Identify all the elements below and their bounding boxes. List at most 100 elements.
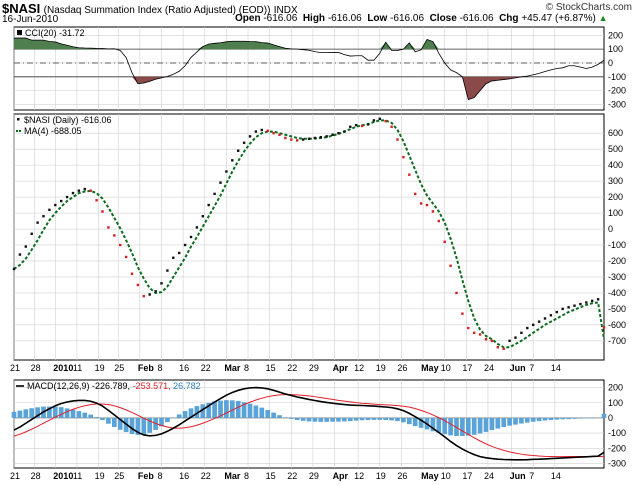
price-point xyxy=(18,253,22,256)
open-label: Open xyxy=(235,13,261,24)
price-point xyxy=(260,128,263,132)
macd-legend-prefix: MACD(12,26,9) xyxy=(27,381,92,391)
price-tick-label: -700 xyxy=(608,336,626,346)
macd-x-tick-label: 8 xyxy=(244,471,249,481)
macd-signal-line xyxy=(13,394,605,458)
macd-histogram-bar xyxy=(465,417,471,436)
price-point xyxy=(101,210,104,213)
price-point xyxy=(467,326,470,330)
price-x-tick-label: 29 xyxy=(309,363,319,373)
price-point xyxy=(496,346,499,349)
price-point xyxy=(408,173,411,176)
price-point xyxy=(591,299,594,303)
price-point xyxy=(343,130,346,133)
macd-histogram-bar xyxy=(566,417,571,420)
macd-tick-label: 100 xyxy=(608,398,623,408)
price-point xyxy=(596,298,600,301)
price-point xyxy=(12,267,16,271)
price-point xyxy=(473,331,476,335)
price-point xyxy=(195,226,199,229)
price-point xyxy=(278,133,281,136)
price-point xyxy=(520,331,523,335)
macd-histogram-bar xyxy=(224,400,229,418)
macd-histogram-bar xyxy=(448,417,453,436)
price-point xyxy=(555,310,558,314)
price-point xyxy=(437,219,440,223)
macd-histogram-bar xyxy=(330,417,335,422)
macd-histogram-bar xyxy=(460,417,465,436)
macd-histogram-bar xyxy=(88,414,94,418)
price-x-tick-label: 11 xyxy=(73,363,82,373)
macd-histogram-bar xyxy=(241,402,247,418)
price-x-tick-label: 28 xyxy=(31,363,41,373)
price-tick-label: 300 xyxy=(608,176,623,186)
price-point xyxy=(366,123,370,126)
cci-tick-label: -300 xyxy=(608,99,626,109)
macd-histogram-bar xyxy=(206,402,212,418)
macd-histogram-bar xyxy=(389,417,394,421)
price-point xyxy=(602,326,606,329)
price-x-tick-label: Jun xyxy=(510,363,526,373)
signal-legend-value: -253.571, xyxy=(133,381,174,391)
symbol-description: (Nasdaq Summation Index (Ratio Adjusted)… xyxy=(43,5,271,16)
macd-histogram-bar xyxy=(82,412,88,418)
price-point xyxy=(48,208,51,212)
price-x-tick-label: 16 xyxy=(179,363,189,373)
macd-histogram-bar xyxy=(235,400,241,418)
price-point xyxy=(301,138,305,141)
price-point xyxy=(378,117,381,120)
up-arrow-icon: ▲ xyxy=(598,13,608,23)
macd-x-tick-label: 19 xyxy=(95,471,105,481)
price-point xyxy=(107,226,110,229)
macd-x-tick-label: 7 xyxy=(529,471,534,481)
macd-legend: MACD(12,26,9) -226.789, -253.571, 26.782 xyxy=(16,381,201,391)
price-point xyxy=(89,189,92,192)
macd-histogram-bar xyxy=(342,417,347,422)
macd-histogram-bar xyxy=(58,407,64,418)
macd-tick-label: 200 xyxy=(608,383,623,393)
chart-title: $NASI (Nasdaq Summation Index (Ratio Adj… xyxy=(2,1,298,16)
price-point xyxy=(349,125,352,128)
macd-histogram-bar xyxy=(507,417,512,426)
price-point xyxy=(313,136,317,140)
macd-histogram-bar xyxy=(318,417,324,422)
macd-x-tick-label: 25 xyxy=(114,471,124,481)
macd-histogram-bar xyxy=(406,417,412,425)
brand-watermark: © StockCharts.com xyxy=(545,2,632,13)
macd-histogram-bar xyxy=(100,417,105,421)
price-point xyxy=(207,203,210,207)
price-legend-label: $NASI (Daily) -616.06 xyxy=(24,115,112,125)
price-x-tick-label: 7 xyxy=(529,363,534,373)
price-x-tick-label: 24 xyxy=(484,363,494,373)
macd-tick-label: -200 xyxy=(608,443,626,453)
low-label: Low xyxy=(367,13,388,24)
macd-histogram-bar xyxy=(383,417,389,421)
macd-x-tick-label: 14 xyxy=(551,471,561,481)
exchange: INDX xyxy=(273,5,298,16)
price-point xyxy=(319,135,322,139)
price-x-tick-label: 12 xyxy=(354,363,364,373)
macd-x-tick-label: 15 xyxy=(266,471,276,481)
price-tick-label: -200 xyxy=(608,256,626,266)
price-point xyxy=(266,129,269,132)
price-point xyxy=(119,243,122,247)
macd-histogram-bar xyxy=(324,417,330,422)
price-point xyxy=(201,215,204,218)
histogram-legend-value: 26.782 xyxy=(173,381,201,391)
macd-histogram-bar xyxy=(519,417,524,424)
macd-line xyxy=(13,386,605,461)
macd-histogram-bar xyxy=(495,417,501,429)
cci-tick-label: -100 xyxy=(608,72,626,82)
price-tick-label: 200 xyxy=(608,192,623,202)
macd-histogram-bar xyxy=(182,411,188,418)
macd-histogram-bar xyxy=(572,417,577,419)
macd-histogram-bar xyxy=(277,415,282,418)
macd-histogram-bar xyxy=(188,408,194,418)
macd-x-tick-label: 22 xyxy=(201,471,211,481)
price-point xyxy=(24,245,27,248)
macd-x-tick-label: 11 xyxy=(73,471,82,481)
macd-x-tick-label: May xyxy=(421,471,439,481)
price-point xyxy=(219,181,222,184)
price-point xyxy=(178,251,181,255)
